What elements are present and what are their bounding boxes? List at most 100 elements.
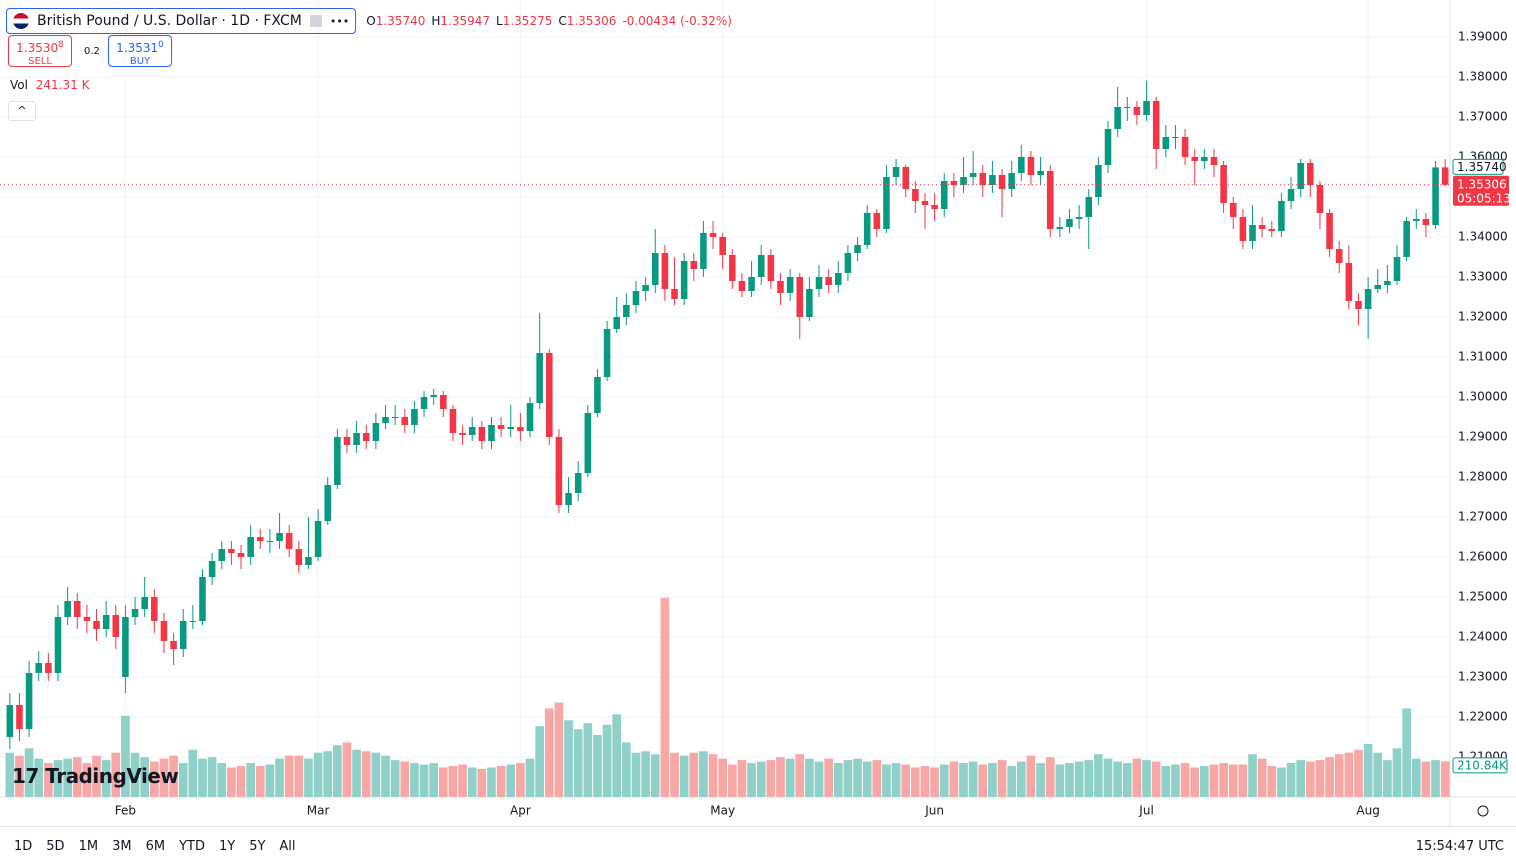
volume-bar [1122,763,1132,797]
x-tick-label: Jul [1138,804,1153,818]
candle-body [1037,171,1044,175]
candle-body [16,705,23,729]
timeframe-button[interactable]: 5Y [249,839,266,854]
candle-body [738,281,746,291]
candle-body [1143,101,1150,115]
volume-bar [381,755,390,797]
ohlc-legend: O1.35740 H1.35947 L1.35275 C1.35306 -0.00434… [366,14,732,28]
volume-bar [1161,766,1171,797]
candle-body [854,245,861,253]
volume-bar [891,763,901,797]
candle-body [1114,107,1121,129]
volume-bar [1074,761,1084,797]
candle-body [700,233,707,269]
volume-bar [949,761,959,797]
volume-bar [1190,767,1200,797]
candle-body [276,533,283,541]
candle-body [642,285,649,291]
x-tick-label: Feb [115,804,136,818]
volume-bar [448,766,458,797]
volume-bar [699,751,708,797]
candle-body [892,167,900,177]
symbol[interactable]: British Pound / U.S. Dollar · 1D · FXCM [37,13,302,29]
candle-body [266,541,274,542]
volume-bar [1219,763,1228,797]
last-price-box [1453,175,1509,206]
volume-bar [882,764,891,797]
volume-bar [178,763,188,797]
candle-body [1364,289,1372,309]
candle-body [863,213,871,245]
ohlc-key: L [496,14,503,28]
volume-bar [313,752,323,797]
volume-bar [438,767,448,797]
timeframe-button[interactable]: YTD [179,839,205,854]
volume-bar [1257,758,1267,797]
volume-bar [352,749,361,797]
volume-bar [776,757,785,797]
volume-bar [1171,764,1180,797]
y-tick-label: 1.36000 [1458,150,1508,164]
volume-bar [1392,748,1402,797]
volume-bar [939,764,949,797]
candle-body [391,417,399,418]
volume-bar [911,767,920,797]
candle-body [603,329,611,377]
volume-bar [1286,763,1296,797]
open-price-box [1452,158,1504,175]
candle-body [796,277,804,317]
candle-body [815,277,823,289]
x-tick-label: Jun [924,804,944,818]
volume-bar [1383,760,1392,797]
candle-body [295,549,303,565]
volume-bar [525,758,535,797]
timeframe-button[interactable]: 1M [78,839,99,854]
candle-body [1297,163,1304,189]
volume-bar [1103,758,1113,797]
candle-body [208,561,216,577]
volume-bar [622,742,631,797]
volume-bar [1045,757,1055,797]
candle-body [1095,165,1102,197]
candle-body [748,277,755,291]
candle-body [1085,197,1093,217]
candle-body [1018,157,1025,173]
sell-button[interactable]: 1.35308 SELL [8,35,72,67]
candle-body [151,597,158,621]
timeframe-button[interactable]: 3M [112,839,132,854]
buy-button[interactable]: 1.35310 BUY [108,35,172,67]
volume-bar [333,745,342,797]
candle-body [45,663,52,673]
y-tick-label: 1.35000 [1458,190,1508,204]
candle-body [6,705,14,737]
volume-bar [583,723,593,797]
volume-bar [564,720,573,797]
y-tick-label: 1.23000 [1458,670,1508,684]
candle-body [873,213,881,229]
timeframe-button[interactable]: All [279,839,296,854]
collapse-button[interactable]: ^ [8,101,36,121]
more-button[interactable]: ••• [329,14,350,28]
volume-bar [824,758,833,797]
candle-body [931,205,938,209]
candle-body [651,253,659,285]
ohlc-item: O1.35740 [366,14,425,28]
volume-bar [1248,754,1257,797]
x-tick-label: Apr [510,804,531,818]
volume-bar [978,764,988,797]
candle-body [1432,167,1439,225]
volume-marker-box [1452,757,1508,774]
volume-bar [1344,752,1354,797]
candle-body [112,615,120,637]
buy-price: 1.3531 [116,41,159,55]
timeframe-button[interactable]: 5D [46,839,65,854]
volume-bar [853,758,862,797]
volume-bar [1411,758,1421,797]
volume-bar [727,764,737,797]
timeframe-button[interactable]: 1Y [218,839,236,854]
volume-bar [766,760,776,797]
timeframe-button[interactable]: 1D [14,839,33,854]
candle-body [64,601,71,617]
timeframe-button[interactable]: 6M [145,839,166,854]
symbol-box[interactable]: British Pound / U.S. Dollar · 1D · FXCM … [6,8,357,34]
